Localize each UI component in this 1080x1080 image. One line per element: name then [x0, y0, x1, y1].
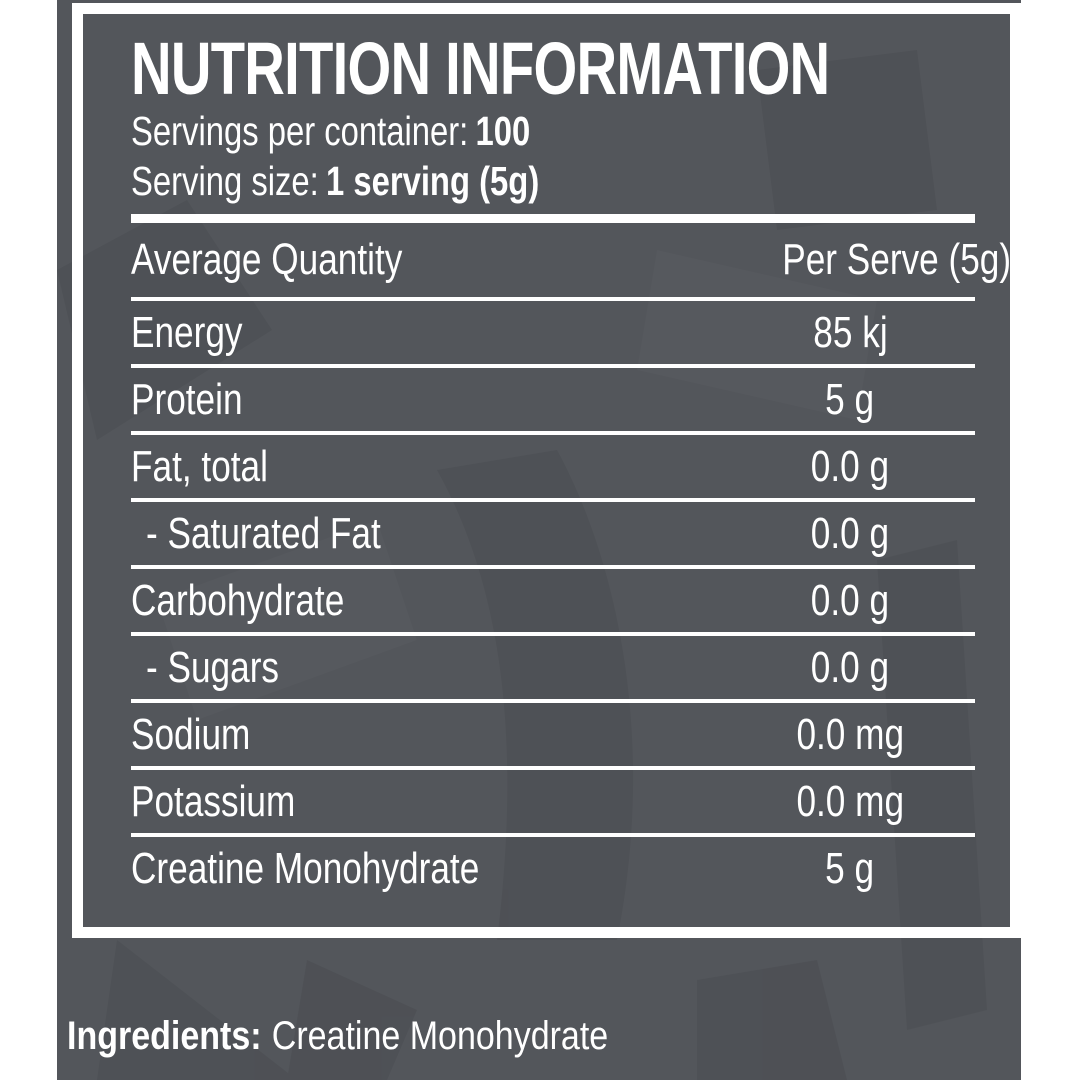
nutrient-name: Sodium	[131, 709, 251, 759]
nutrient-name: - Saturated Fat	[146, 508, 381, 558]
nutrition-rows: Energy 85 kj Protein 5 g Fat, total 0.0 …	[131, 297, 975, 900]
nutrition-row: - Saturated Fat 0.0 g	[131, 498, 975, 565]
nutrient-amount: 5 g	[825, 843, 875, 893]
serving-size-line: Serving size: 1 serving (5g)	[131, 156, 975, 206]
servings-per-container-line: Servings per container: 100	[131, 106, 975, 156]
panel-content: NUTRITION INFORMATION Servings per conta…	[83, 14, 1012, 927]
serving-size-label: Serving size:	[131, 158, 319, 204]
table-header-row: Average Quantity Per Serve (5g)	[131, 223, 1012, 297]
column-header-amount: Per Serve (5g)	[782, 235, 1012, 284]
ingredients-value: Creatine Monohydrate	[271, 1014, 609, 1058]
nutrient-name: Protein	[131, 374, 243, 424]
nutrient-amount: 0.0 g	[810, 642, 890, 692]
column-header-nutrient: Average Quantity	[131, 235, 403, 284]
nutrition-panel: NUTRITION INFORMATION Servings per conta…	[72, 3, 1021, 938]
servings-label: Servings per container:	[131, 108, 469, 154]
nutrient-name: Potassium	[131, 776, 296, 826]
nutrient-amount: 0.0 mg	[796, 709, 904, 759]
background-texture	[57, 50, 987, 1080]
ingredients-label: Ingredients:	[67, 1014, 262, 1058]
nutrition-row: Potassium 0.0 mg	[131, 766, 975, 833]
nutrient-name: - Sugars	[146, 642, 280, 692]
nutrition-row: Creatine Monohydrate 5 g	[131, 833, 975, 900]
nutrient-amount: 5 g	[825, 374, 875, 424]
nutrient-amount: 0.0 g	[810, 441, 890, 491]
nutrient-name: Carbohydrate	[131, 575, 345, 625]
nutrient-name: Creatine Monohydrate	[131, 843, 480, 893]
nutrition-row: Protein 5 g	[131, 364, 975, 431]
nutrition-row: - Sugars 0.0 g	[131, 632, 975, 699]
nutrient-amount: 0.0 g	[810, 508, 890, 558]
serving-size-value: 1 serving (5g)	[325, 158, 540, 204]
header-divider	[131, 214, 975, 223]
label-background: NUTRITION INFORMATION Servings per conta…	[57, 0, 1021, 1080]
servings-value: 100	[475, 108, 531, 154]
nutrition-row: Energy 85 kj	[131, 297, 975, 364]
ingredients-line: Ingredients: Creatine Monohydrate	[67, 1012, 704, 1060]
nutrient-amount: 0.0 mg	[796, 776, 904, 826]
nutrient-name: Fat, total	[131, 441, 268, 491]
nutrition-row: Carbohydrate 0.0 g	[131, 565, 975, 632]
nutrient-name: Energy	[131, 307, 243, 357]
nutrition-row: Sodium 0.0 mg	[131, 699, 975, 766]
nutrient-amount: 85 kj	[812, 307, 888, 357]
nutrition-row: Fat, total 0.0 g	[131, 431, 975, 498]
panel-title: NUTRITION INFORMATION	[131, 27, 830, 110]
nutrient-amount: 0.0 g	[810, 575, 890, 625]
